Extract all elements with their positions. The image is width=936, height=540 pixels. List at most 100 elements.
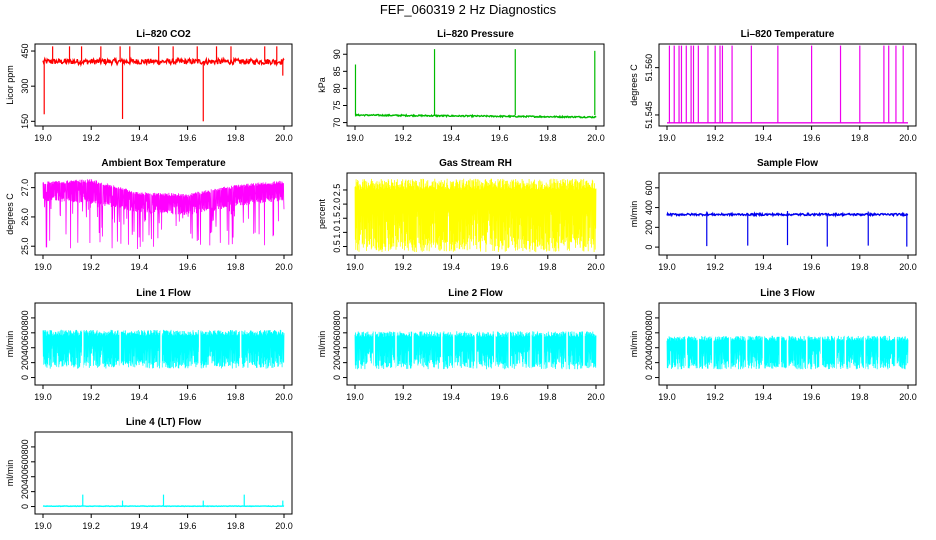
- y-tick-label: 75: [332, 100, 342, 110]
- series-4: [42, 178, 285, 250]
- x-tick-label: 19.8: [227, 392, 245, 402]
- panel-5: Gas Stream RH 0.51.01.52.02.5 percent 19.0 1…: [317, 158, 605, 272]
- x-tick-label: 19.8: [539, 262, 557, 272]
- y-tick-label: 600: [644, 180, 654, 195]
- x-tick-label: 20.0: [587, 262, 605, 272]
- x-tick-label: 19.2: [394, 133, 412, 143]
- y-tick-label: 800: [332, 310, 342, 325]
- x-tick-label: 19.4: [131, 392, 149, 402]
- x-tick-label: 19.6: [179, 133, 197, 143]
- series-10: [42, 494, 285, 508]
- panel-4: Ambient Box Temperature 25.0 26.0 27.0 degre…: [5, 158, 293, 272]
- y-tick-label: 200: [20, 355, 30, 370]
- y-tick-label: 200: [644, 355, 654, 370]
- x-tick-label: 19.4: [755, 392, 773, 402]
- plot-frame: [658, 302, 917, 386]
- x-tick-label: 19.0: [34, 521, 52, 531]
- y-tick-label: 200: [20, 484, 30, 499]
- x-tick-label: 19.8: [539, 133, 557, 143]
- y-axis-label: ml/min: [317, 331, 327, 358]
- panel-6: Sample Flow 0 200 400 600 ml/min 19.0 19.2 19.4 1…: [629, 158, 917, 272]
- y-tick-label: 0: [332, 375, 342, 380]
- y-tick-label: 2.0: [332, 198, 342, 211]
- x-tick-label: 19.6: [491, 133, 509, 143]
- x-tick-label: 20.0: [899, 133, 917, 143]
- x-tick-label: 19.4: [755, 262, 773, 272]
- x-tick-label: 19.8: [227, 133, 245, 143]
- y-tick-label: 85: [332, 66, 342, 76]
- y-axis-label: Licor ppm: [5, 65, 15, 105]
- y-axis-label: degrees C: [629, 64, 639, 106]
- x-tick-label: 20.0: [275, 133, 293, 143]
- x-tick-label: 20.0: [899, 262, 917, 272]
- y-tick-label: 400: [644, 200, 654, 215]
- series-2: [354, 49, 597, 119]
- x-tick-label: 19.4: [443, 392, 461, 402]
- y-tick-label: 25.0: [20, 237, 30, 255]
- x-tick-label: 19.2: [82, 133, 100, 143]
- y-tick-label: 300: [20, 79, 30, 94]
- series-1: [42, 46, 285, 122]
- y-tick-label: 2.5: [332, 184, 342, 197]
- x-tick-label: 19.2: [82, 392, 100, 402]
- x-tick-label: 19.4: [443, 262, 461, 272]
- x-tick-label: 19.8: [227, 521, 245, 531]
- panel-title: Ambient Box Temperature: [101, 158, 226, 169]
- x-tick-label: 19.0: [658, 133, 676, 143]
- y-tick-label: 200: [644, 220, 654, 235]
- y-tick-label: 0: [20, 375, 30, 380]
- x-tick-label: 20.0: [899, 392, 917, 402]
- x-tick-label: 20.0: [275, 521, 293, 531]
- x-tick-label: 19.4: [755, 133, 773, 143]
- y-tick-label: 51.545: [644, 101, 654, 129]
- y-tick-label: 200: [332, 355, 342, 370]
- y-axis-label: ml/min: [629, 331, 639, 358]
- x-tick-label: 19.2: [394, 392, 412, 402]
- plot-frame: [34, 431, 293, 515]
- panel-3: Li–820 Temperature 51.545 51.560 degrees C 1…: [629, 29, 917, 143]
- x-tick-label: 19.6: [179, 392, 197, 402]
- x-tick-label: 19.0: [658, 262, 676, 272]
- plot-frame: [346, 43, 605, 127]
- y-tick-label: 800: [20, 310, 30, 325]
- x-tick-label: 19.0: [34, 133, 52, 143]
- y-tick-label: 400: [644, 340, 654, 355]
- panel-1: Li–820 CO2 150 300 450 Licor ppm 19.0 19.2 19.4…: [5, 29, 293, 143]
- y-axis-label: degrees C: [5, 193, 15, 235]
- y-tick-label: 400: [332, 340, 342, 355]
- plot-frame: [34, 43, 293, 127]
- series-8: [354, 331, 597, 370]
- x-tick-label: 19.4: [443, 133, 461, 143]
- x-tick-label: 19.6: [179, 521, 197, 531]
- panel-title: Line 2 Flow: [448, 288, 503, 299]
- series-line: [42, 56, 285, 68]
- series-6: [666, 211, 909, 247]
- x-tick-label: 19.4: [131, 262, 149, 272]
- y-tick-label: 800: [644, 310, 654, 325]
- x-tick-label: 19.0: [34, 392, 52, 402]
- series-line: [354, 113, 597, 119]
- x-tick-label: 19.8: [851, 262, 869, 272]
- x-tick-label: 19.6: [803, 133, 821, 143]
- y-tick-label: 90: [332, 49, 342, 59]
- y-axis-label: kPa: [317, 77, 327, 93]
- x-tick-label: 20.0: [275, 392, 293, 402]
- x-tick-label: 19.0: [346, 392, 364, 402]
- y-tick-label: 600: [644, 325, 654, 340]
- y-axis-label: ml/min: [5, 331, 15, 358]
- y-tick-label: 150: [20, 114, 30, 129]
- series-line: [42, 329, 285, 369]
- series-line: [42, 178, 285, 250]
- plot-frame: [346, 172, 605, 256]
- y-axis-label: percent: [317, 198, 327, 229]
- plot-frame: [34, 172, 293, 256]
- y-tick-label: 0.5: [332, 240, 342, 253]
- x-tick-label: 19.2: [82, 521, 100, 531]
- x-tick-label: 19.8: [851, 392, 869, 402]
- y-tick-label: 70: [332, 118, 342, 128]
- series-line: [354, 178, 597, 253]
- panel-2: Li–820 Pressure 70 75 80 85 90 kPa 19.0 19.2 19.4…: [317, 29, 605, 143]
